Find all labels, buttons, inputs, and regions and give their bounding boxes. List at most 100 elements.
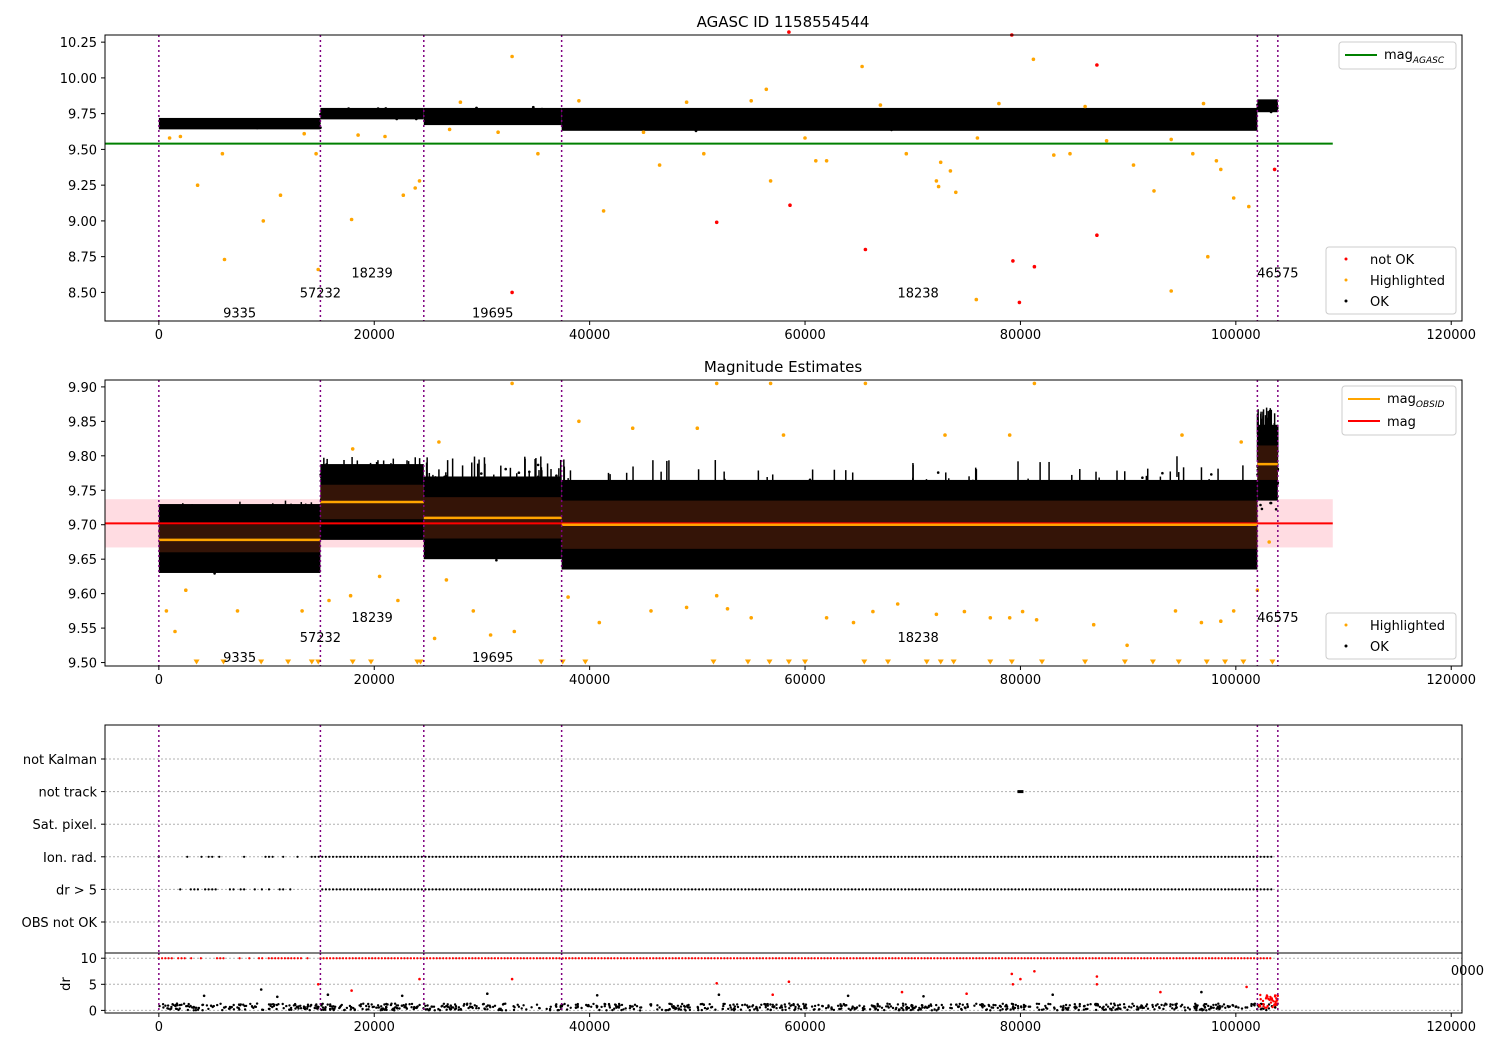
flag-point [260,888,263,891]
flag-point [1053,855,1056,858]
flag-point [1099,855,1102,858]
flag-point [1042,855,1045,858]
flag-point [495,855,498,858]
dr-ok-point [359,1003,363,1006]
ok-point [373,519,376,522]
flag-point [1202,855,1205,858]
dr-ok-point [1001,1008,1004,1011]
flag-point [403,888,406,891]
ok-point [483,109,487,113]
dr-ok-point [1089,1003,1092,1006]
flag-point [1135,888,1138,891]
dr-ok-point [1049,1003,1052,1006]
highlighted-point [447,127,452,132]
dr-saturated-point [619,957,623,960]
flag-point [811,855,814,858]
dr-ok-point [303,1005,306,1009]
flag-point [523,888,527,891]
dr-saturated-point [164,957,167,960]
ok-point [522,115,526,119]
dr-saturated-point [587,957,590,960]
ok-point [415,116,419,120]
dr-ok-point [1200,1007,1203,1011]
dr-saturated-point [1098,957,1101,960]
dr-ok-point [700,1008,703,1012]
dr-ok-point [400,1004,404,1007]
ok-point [571,496,574,500]
dr-ok-point [595,1006,599,1009]
dr-ok-point [998,1004,1002,1008]
dr-saturated-point [687,957,690,960]
highlighted-point [860,64,864,69]
ok-point [504,467,508,471]
dr-ok-point [842,1002,845,1006]
flag-point [1021,855,1024,858]
flag-point [1156,888,1159,891]
dr-ok-point [437,1007,440,1011]
flag-point [545,855,548,858]
flag-point [349,855,352,858]
flag-point [520,855,523,858]
highlighted-point [235,609,240,613]
dr-ok-point [469,1005,472,1009]
highlighted-point [302,131,307,136]
dr-ok-point [1205,1009,1208,1012]
dr-ok-point [888,1003,891,1006]
dr-saturated-point [341,957,345,960]
flag-point [541,855,544,858]
dr-ok-point [863,1007,866,1011]
flag-point [612,888,615,891]
dr-ok-point [902,1004,905,1007]
flag-point [790,855,793,858]
x-tick-label: 60000 [784,673,825,688]
dr-ok-point [192,1006,195,1009]
ok-point [1039,555,1043,559]
not-ok-point [1095,233,1099,237]
obsid-label: 18239 [351,266,392,281]
flag-point [680,855,683,858]
ok-point [904,489,907,493]
ok-point [401,112,405,116]
ok-point [253,121,257,125]
flag-point [1106,888,1109,891]
ok-point [1258,488,1262,492]
dr-ok-point [228,1005,232,1009]
ok-point [430,114,434,118]
dr-ok-point [574,1003,578,1006]
flag-point [1060,888,1063,891]
dr-ok-point [733,1005,737,1008]
flag-point [1060,855,1063,858]
dr-ok-point [958,1002,961,1006]
dr-saturated-point [1007,957,1010,960]
dr-ok-point [244,1004,248,1008]
dr-ok-point [454,1007,457,1010]
dr-saturated-point [1191,957,1194,960]
flag-point [1138,888,1141,891]
ok-point [488,539,491,543]
flag-point [417,855,420,858]
ok-point [246,553,250,556]
flag-point [566,888,569,891]
ok-point [470,117,473,120]
highlighted-point [974,297,979,302]
flag-point [1078,855,1081,858]
dr-ok-point [457,1008,460,1011]
ok-point [1224,112,1228,116]
y-tick-label: 9.60 [68,588,97,603]
flag-point [1220,888,1223,891]
dr-saturated-point [674,957,677,960]
flag-point [1078,888,1081,891]
dr-ok-point [1037,1002,1041,1006]
dr-ok-point [391,1008,394,1011]
dr-saturated-point [493,957,496,960]
ok-point [400,114,403,118]
ok-point [746,127,749,130]
flag-point [449,888,452,891]
dr-saturated-point [794,957,797,960]
dr-saturated-point [810,957,813,960]
flag-point [1152,855,1156,858]
ok-point [1270,496,1273,500]
flag-point [598,888,601,891]
y-tick-label: 9.50 [68,657,97,672]
ok-point [357,114,360,118]
